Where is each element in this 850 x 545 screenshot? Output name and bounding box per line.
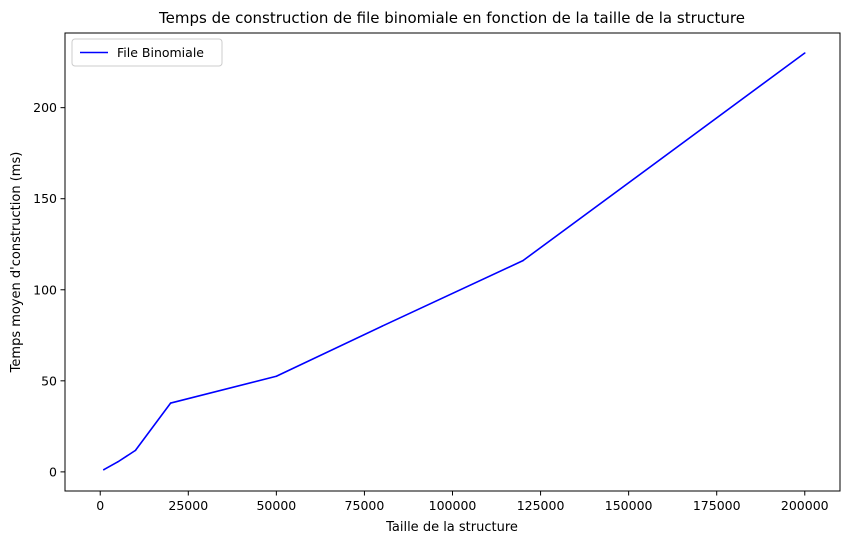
y-tick-label: 100: [33, 282, 57, 297]
y-tick-label: 150: [33, 191, 57, 206]
data-point: [134, 449, 137, 452]
legend-label: File Binomiale: [117, 45, 204, 60]
x-tick-label: 75000: [345, 498, 385, 513]
x-tick-label: 50000: [256, 498, 296, 513]
x-tick-label: 100000: [429, 498, 477, 513]
data-point: [522, 259, 524, 262]
data-point: [117, 461, 119, 463]
data-point: [381, 325, 383, 327]
chart-title: Temps de construction de file binomiale …: [158, 9, 745, 27]
y-axis-ticks: 0 50 100 150 200: [33, 100, 65, 479]
x-axis-label: Taille de la structure: [385, 520, 518, 535]
x-tick-label: 0: [96, 498, 104, 513]
data-point: [169, 402, 172, 404]
data-point: [102, 468, 105, 471]
series-line-0: [103, 52, 806, 471]
series-layer: [102, 52, 806, 471]
x-tick-label: 200000: [781, 498, 829, 513]
x-axis-ticks: 0 25000 50000 75000 100000 125000 150000 175000…: [96, 491, 829, 513]
x-tick-label: 150000: [605, 498, 653, 513]
data-point: [803, 52, 806, 54]
y-tick-label: 200: [33, 100, 57, 115]
x-tick-label: 175000: [693, 498, 741, 513]
data-point: [275, 375, 278, 378]
y-tick-label: 0: [49, 464, 57, 479]
x-tick-label: 25000: [168, 498, 208, 513]
y-tick-label: 50: [41, 373, 57, 388]
y-axis-label: Temps moyen d'construction (ms): [9, 152, 24, 374]
x-tick-label: 125000: [517, 498, 565, 513]
legend-frame: [71, 38, 223, 67]
legend: File Binomiale: [71, 38, 223, 67]
